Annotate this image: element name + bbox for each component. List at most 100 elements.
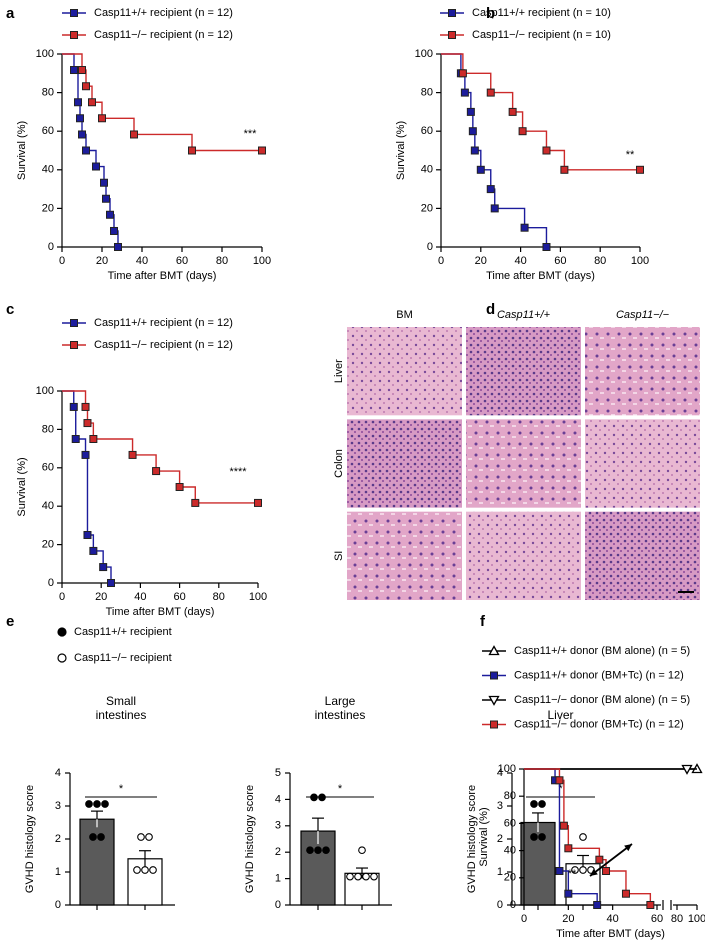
y-axis-label: Survival (%) [395, 121, 407, 180]
marker [542, 243, 551, 251]
marker [458, 69, 467, 78]
y-tick-label: 1 [497, 866, 503, 878]
y-tick-label: 1 [275, 873, 281, 885]
data-point [306, 846, 314, 855]
x-axis-label: Time after BMT (days) [106, 606, 215, 618]
marker [636, 165, 644, 174]
legend-marker [488, 645, 500, 656]
y-tick-label: 80 [421, 87, 433, 99]
comparison-arrow [589, 843, 633, 877]
histology-image [585, 511, 700, 600]
histology-image [347, 511, 462, 600]
x-tick-label: 0 [438, 255, 444, 267]
x-tick-label: 100 [249, 591, 267, 603]
y-tick-label: 100 [498, 763, 516, 775]
marker [518, 127, 527, 136]
marker [130, 130, 138, 139]
histology-image [466, 511, 581, 600]
marker [595, 855, 604, 864]
legend-marker [70, 319, 78, 327]
column-label: BM [396, 309, 413, 321]
marker [542, 146, 551, 155]
y-axis-label: GVHD histology score [24, 785, 36, 893]
y-tick-label: 20 [421, 202, 433, 214]
survival-curve [441, 53, 548, 247]
data-point [362, 872, 370, 881]
marker [466, 107, 475, 116]
legend-marker [448, 9, 456, 17]
significance: *** [244, 128, 258, 140]
row-label: Liver [333, 359, 345, 383]
y-tick-label: 100 [36, 385, 54, 397]
y-tick-label: 20 [504, 872, 516, 884]
x-tick-label: 80 [213, 591, 225, 603]
legend-label: Casp11+/+ recipient (n = 12) [94, 317, 233, 329]
legend-label: Casp11+/+ recipient (n = 10) [472, 7, 611, 19]
y-tick-label: 60 [504, 817, 516, 829]
legend-marker [488, 695, 500, 706]
y-tick-label: 40 [504, 845, 516, 857]
x-tick-label: 80 [671, 913, 683, 925]
x-tick-label: 40 [134, 591, 146, 603]
data-point [141, 866, 149, 874]
legend-label: Casp11−/− donor (BM+Tc) (n = 12) [514, 718, 684, 730]
marker [681, 764, 693, 775]
data-point [354, 872, 362, 881]
panel-label: a [6, 5, 15, 22]
x-tick-label: 80 [216, 255, 228, 267]
legend-marker [448, 31, 456, 39]
x-axis-label: Time after BMT (days) [486, 270, 595, 282]
x-tick-label: 60 [554, 255, 566, 267]
y-tick-label: 20 [42, 202, 54, 214]
x-tick-label: 20 [96, 255, 108, 267]
marker [486, 185, 495, 194]
y-tick-label: 100 [36, 48, 54, 60]
histology-image [466, 327, 581, 416]
marker [110, 226, 118, 235]
histology-image [585, 327, 700, 416]
marker [81, 402, 90, 411]
legend-marker [57, 653, 67, 663]
x-tick-label: 40 [514, 255, 526, 267]
data-point [370, 872, 378, 881]
marker [468, 127, 477, 136]
x-tick-label: 100 [688, 913, 705, 925]
legend-label: Casp11+/+ recipient (n = 12) [94, 7, 233, 19]
marker [74, 98, 82, 107]
data-point [322, 846, 330, 855]
marker [175, 483, 184, 491]
marker [89, 435, 98, 443]
histology-image [347, 327, 462, 416]
marker [88, 98, 96, 107]
legend-label: Casp11+/+ donor (BM alone) (n = 5) [514, 645, 690, 657]
marker [564, 889, 573, 898]
legend-label: Casp11−/− donor (BM alone) (n = 5) [514, 694, 690, 706]
marker [560, 165, 569, 174]
data-point [314, 846, 322, 855]
y-tick-label: 4 [497, 767, 503, 779]
x-tick-label: 100 [253, 255, 271, 267]
panel-label: b [486, 5, 495, 22]
x-tick-label: 40 [136, 255, 148, 267]
marker [593, 901, 602, 909]
data-point [346, 872, 354, 881]
survival-curve [62, 390, 258, 504]
marker [76, 114, 84, 123]
marker [490, 204, 499, 213]
chart-title: Large intestines [314, 694, 366, 722]
legend-marker [70, 341, 78, 349]
marker [102, 194, 110, 203]
significance: ** [626, 149, 635, 161]
y-tick-label: 80 [504, 790, 516, 802]
y-axis-label: GVHD histology score [466, 785, 478, 893]
y-tick-label: 100 [415, 48, 433, 60]
x-tick-label: 20 [95, 591, 107, 603]
marker [128, 450, 137, 459]
y-tick-label: 4 [275, 793, 281, 805]
x-axis-label: Time after BMT (days) [556, 928, 665, 940]
marker [555, 867, 564, 875]
data-point [358, 846, 366, 855]
y-tick-label: 1 [55, 866, 61, 878]
marker [83, 419, 92, 428]
x-tick-label: 0 [59, 255, 65, 267]
